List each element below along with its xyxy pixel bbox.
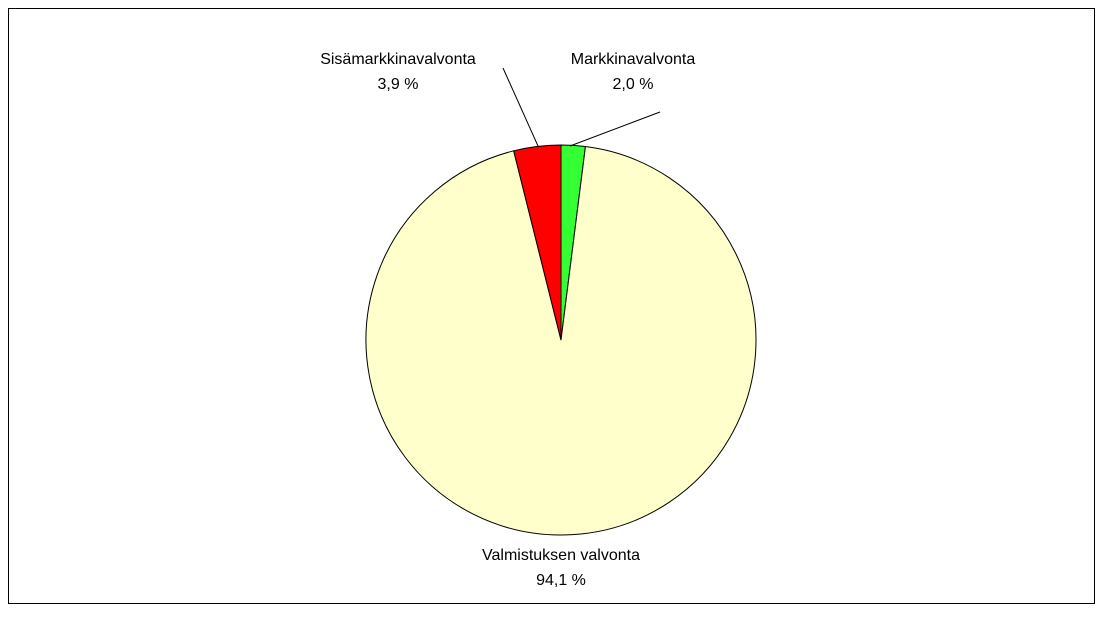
slice-label: Markkinavalvonta <box>571 51 696 68</box>
slice-label: Valmistuksen valvonta <box>482 547 640 564</box>
pie-slice <box>365 145 757 536</box>
slice-value-label: 2,0 % <box>613 76 654 93</box>
slice-value-label: 94,1 % <box>536 572 586 589</box>
slice-label: Sisämarkkinavalvonta <box>320 51 476 68</box>
leader-line <box>502 67 539 147</box>
pie-slice <box>513 144 562 341</box>
slice-value-label: 3,9 % <box>378 76 419 93</box>
leader-line <box>569 111 661 147</box>
